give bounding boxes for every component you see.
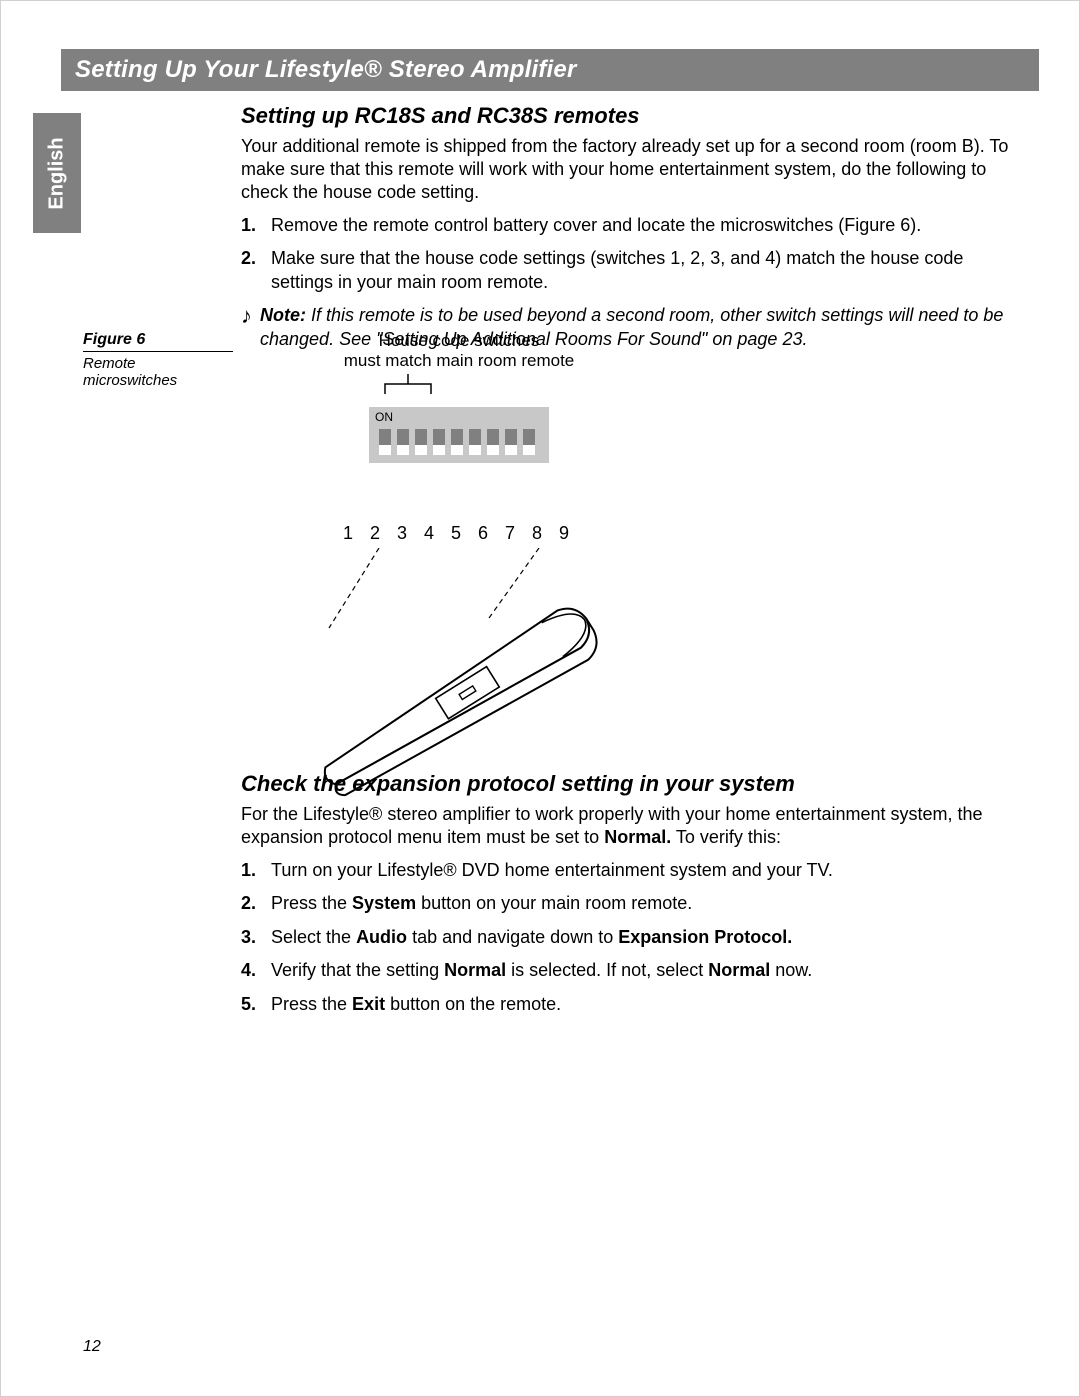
list-item: 2. Make sure that the house code settings… — [241, 247, 1029, 294]
list-item: 4. Verify that the setting Normal is sel… — [241, 959, 1029, 982]
section2-heading: Check the expansion protocol setting in … — [241, 771, 1029, 797]
page-header-bar: Setting Up Your Lifestyle® Stereo Amplif… — [61, 49, 1039, 91]
step-number: 4. — [241, 959, 256, 982]
note-label: Note: — [260, 305, 306, 325]
section2-steps: 1. Turn on your Lifestyle® DVD home ente… — [241, 859, 1029, 1016]
manual-page: Setting Up Your Lifestyle® Stereo Amplif… — [0, 0, 1080, 1397]
bold-text: Normal — [708, 960, 770, 980]
text-span: tab and navigate down to — [407, 927, 618, 947]
dip-switch-row — [379, 429, 535, 455]
dip-switch — [487, 429, 499, 455]
step-number: 5. — [241, 993, 256, 1016]
language-tab: English — [33, 113, 81, 233]
dip-switch — [523, 429, 535, 455]
bold-text: Audio — [356, 927, 407, 947]
text-span: Select the — [271, 927, 356, 947]
dip-switch — [469, 429, 481, 455]
step-text: Turn on your Lifestyle® DVD home enterta… — [271, 860, 833, 880]
text-span: now. — [770, 960, 812, 980]
page-header-title: Setting Up Your Lifestyle® Stereo Amplif… — [75, 56, 576, 84]
text-span: Press the — [271, 893, 352, 913]
text-span: Press the — [271, 994, 352, 1014]
dip-switch — [505, 429, 517, 455]
dip-switch — [433, 429, 445, 455]
list-item: 5. Press the Exit button on the remote. — [241, 993, 1029, 1016]
dip-switch-panel: ON — [369, 407, 549, 463]
language-label: English — [46, 137, 69, 209]
text-span: Verify that the setting — [271, 960, 444, 980]
step-text: Make sure that the house code settings (… — [271, 248, 963, 291]
step-text: Verify that the setting Normal is select… — [271, 960, 812, 980]
dip-switch — [415, 429, 427, 455]
figure-top-caption-2: must match main room remote — [299, 351, 619, 371]
step-text: Select the Audio tab and navigate down t… — [271, 927, 792, 947]
page-number: 12 — [83, 1338, 101, 1356]
step-number: 2. — [241, 247, 256, 270]
list-item: 3. Select the Audio tab and navigate dow… — [241, 926, 1029, 949]
music-note-icon: ♪ — [241, 305, 252, 327]
text-span: is selected. If not, select — [506, 960, 708, 980]
bracket-icon — [369, 374, 549, 396]
text-span: button on your main room remote. — [416, 893, 692, 913]
list-item: 2. Press the System button on your main … — [241, 892, 1029, 915]
dip-switch — [451, 429, 463, 455]
step-number: 3. — [241, 926, 256, 949]
text-span: button on the remote. — [385, 994, 561, 1014]
figure-top-caption-1: House code switches — [299, 331, 619, 351]
list-item: 1. Turn on your Lifestyle® DVD home ente… — [241, 859, 1029, 882]
dip-switch — [379, 429, 391, 455]
bold-text: Exit — [352, 994, 385, 1014]
figure-graphic: House code switches must match main room… — [299, 331, 619, 823]
figure-label-block: Figure 6 Remote microswitches — [83, 331, 233, 389]
bold-text: Normal. — [604, 827, 671, 847]
bold-text: System — [352, 893, 416, 913]
step-text: Press the Exit button on the remote. — [271, 994, 561, 1014]
section1-intro: Your additional remote is shipped from t… — [241, 135, 1029, 204]
step-number: 1. — [241, 214, 256, 237]
step-number: 1. — [241, 859, 256, 882]
step-text: Press the System button on your main roo… — [271, 893, 692, 913]
section2-intro: For the Lifestyle® stereo amplifier to w… — [241, 803, 1029, 849]
section-remotes: Setting up RC18S and RC38S remotes Your … — [241, 103, 1029, 351]
section1-steps: 1. Remove the remote control battery cove… — [241, 214, 1029, 294]
dip-switch — [397, 429, 409, 455]
dip-on-label: ON — [375, 410, 393, 424]
figure-number: Figure 6 — [83, 331, 233, 352]
step-text: Remove the remote control battery cover … — [271, 215, 921, 235]
bold-text: Expansion Protocol. — [618, 927, 792, 947]
figure-caption: Remote microswitches — [83, 355, 233, 389]
dip-switch-numbers: 1 2 3 4 5 6 7 8 9 — [299, 523, 619, 544]
text-span: To verify this: — [671, 827, 781, 847]
list-item: 1. Remove the remote control battery cove… — [241, 214, 1029, 237]
section-expansion-protocol: Check the expansion protocol setting in … — [241, 771, 1029, 1026]
section1-heading: Setting up RC18S and RC38S remotes — [241, 103, 1029, 129]
bold-text: Normal — [444, 960, 506, 980]
step-number: 2. — [241, 892, 256, 915]
